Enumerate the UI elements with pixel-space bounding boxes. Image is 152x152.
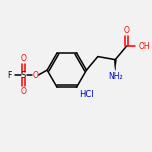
- Text: O: O: [21, 54, 26, 63]
- Text: S: S: [21, 71, 26, 79]
- Text: F: F: [7, 71, 12, 79]
- Text: OH: OH: [138, 42, 150, 51]
- Text: O: O: [21, 87, 26, 96]
- Text: O: O: [32, 71, 38, 79]
- Text: NH₂: NH₂: [108, 72, 123, 81]
- Text: HCl: HCl: [79, 90, 94, 99]
- Polygon shape: [114, 60, 116, 70]
- Text: O: O: [124, 26, 130, 35]
